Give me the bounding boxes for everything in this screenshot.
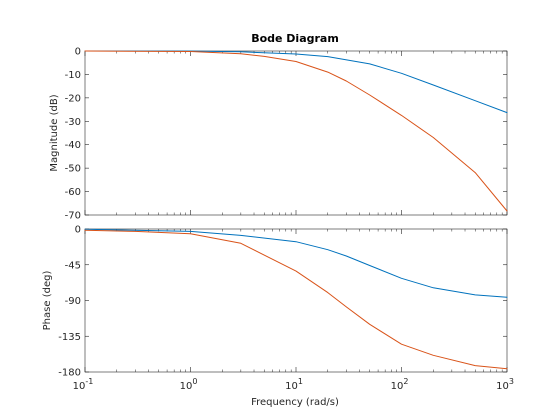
x-tick-label: 102 [391,377,409,392]
x-tick-label: 101 [285,377,303,392]
magnitude-y-tick-label: -20 [65,93,81,104]
magnitude-y-tick-label: -10 [65,70,81,81]
phase-panel: 0 -45 -90 -135 -180 Phase (deg) [42,225,508,379]
magnitude-panel: 0 -10 -20 -30 -40 -50 -60 -70 Magnitude (dB) [49,47,508,222]
magnitude-y-tick-label: -30 [65,117,81,128]
x-tick-label: 103 [496,377,514,392]
x-tick-label: 10-1 [73,377,94,392]
magnitude-y-tick-label: 0 [75,47,81,58]
magnitude-y-tick-label: -40 [65,140,81,151]
chart-title: Bode Diagram [251,32,339,45]
magnitude-y-tick-label: -60 [65,187,81,198]
phase-y-tick-label: -45 [65,260,81,271]
magnitude-y-axis-label: Magnitude (dB) [49,94,60,171]
phase-axes-box [84,228,508,373]
phase-y-tick-label: -135 [58,332,81,343]
phase-series-line-1 [84,228,508,298]
magnitude-y-tick-label: -50 [65,164,81,175]
x-tick-label: 100 [180,377,198,392]
panels: 0 -10 -20 -30 -40 -50 -60 -70 Magnitude (dB) 0 -45… [42,47,514,393]
phase-y-axis-label: Phase (deg) [42,271,53,331]
phase-y-tick-label: -180 [58,368,81,379]
phase-y-tick-label: -90 [65,296,81,307]
magnitude-axes-box [84,50,508,216]
magnitude-y-tick-label: -70 [65,211,81,222]
phase-y-tick-label: 0 [75,225,81,236]
magnitude-series-line-2 [84,50,508,212]
magnitude-series-line-1 [84,50,508,114]
x-axis-label: Frequency (rad/s) [251,397,339,408]
phase-series-line-2 [84,229,508,370]
